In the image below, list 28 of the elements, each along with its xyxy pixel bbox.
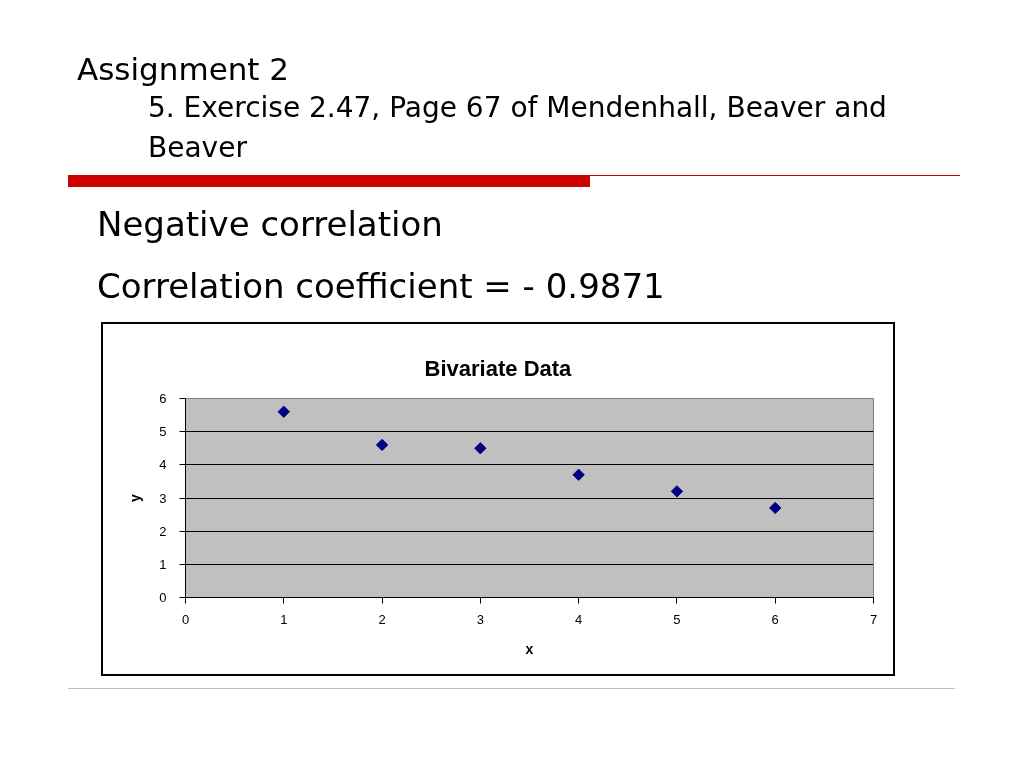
x-tick-label: 7 — [869, 611, 878, 627]
x-tick-label: 3 — [476, 611, 484, 627]
chart-title: Bivariate Data — [424, 355, 573, 381]
point — [474, 442, 487, 455]
y-tick-label: 4 — [159, 457, 167, 473]
text: Correlation coefficient = - 0.9871 — [97, 266, 666, 306]
y-axis-title: y — [127, 493, 144, 502]
point — [277, 405, 290, 418]
x-tick-label: 2 — [378, 611, 386, 627]
text: 5. Exercise 2.47, Page 67 of Mendenhall, Beaver and Beaver — [148, 90, 888, 166]
x-tick-label: 1 — [280, 611, 288, 627]
x-tick-label: 5 — [673, 611, 681, 627]
point — [769, 501, 782, 515]
x-tick-label: 6 — [771, 611, 779, 627]
point — [670, 485, 684, 498]
x-tick-label: 0 — [181, 611, 190, 627]
text: Negative correlation — [97, 204, 444, 244]
y-tick-label: 1 — [159, 556, 167, 572]
y-tick-label: 5 — [159, 424, 167, 440]
y-tick-label: 2 — [159, 523, 167, 539]
y-tick-label: 6 — [159, 391, 167, 406]
y-tick-label: 3 — [159, 490, 167, 506]
x-axis-title: x — [525, 640, 534, 657]
text: Assignment 2 — [77, 51, 291, 87]
point — [572, 468, 585, 481]
x-tick-label: 4 — [575, 611, 583, 627]
point — [375, 438, 389, 452]
y-tick-label: 0 — [159, 590, 167, 605]
